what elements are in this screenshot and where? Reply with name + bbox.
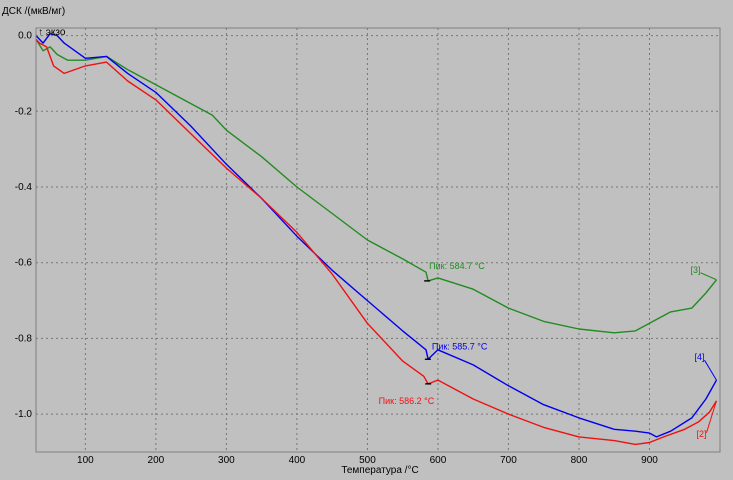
plot-area (36, 28, 720, 452)
grid (36, 28, 720, 452)
x-tick-label: 400 (289, 455, 306, 466)
peak-annotation: Пик: 585.7 °C (432, 341, 488, 351)
x-tick-label: 800 (571, 455, 588, 466)
series-line (35, 33, 718, 438)
series-label-leader (705, 400, 717, 434)
y-tick-label: -1.0 (15, 409, 33, 420)
series-label: [2] (696, 429, 706, 439)
series-group: [3] [4] [2] (35, 33, 718, 446)
x-tick-label: 300 (218, 455, 235, 466)
y-tick-label: -0.2 (15, 106, 33, 117)
x-tick-label: 700 (500, 455, 517, 466)
annotations: Пик: 584.7 °C Пик: 585.7 °C Пик: 586.2 °C (379, 261, 488, 406)
exo-label: ↑ экзо (38, 27, 66, 38)
x-tick-label: 100 (77, 455, 94, 466)
y-tick-label: -0.4 (15, 182, 33, 193)
series-line (35, 38, 718, 446)
series-line (35, 39, 718, 334)
series-label-leader (704, 359, 717, 381)
peak-annotation: Пик: 586.2 °C (379, 396, 435, 406)
y-tick-label: 0.0 (18, 31, 32, 42)
peak-annotation: Пик: 584.7 °C (429, 261, 485, 271)
series-label: [3] (690, 265, 700, 275)
plot-frame (35, 27, 721, 453)
y-tick-labels: 0.0 -0.2 -0.4 -0.6 -0.8 -1.0 (15, 31, 33, 421)
x-tick-label: 200 (148, 455, 165, 466)
y-tick-label: -0.8 (15, 333, 33, 344)
y-tick-label: -0.6 (15, 258, 33, 269)
series-label: [4] (694, 352, 704, 362)
x-tick-labels: 100 200 300 400 500 600 700 800 900 (77, 455, 658, 466)
x-tick-label: 500 (359, 455, 376, 466)
x-tick-label: 900 (641, 455, 658, 466)
y-axis-label: ДСК /(мкВ/мг) (2, 6, 65, 17)
x-tick-label: 600 (430, 455, 447, 466)
x-axis-label: Температура /°C (341, 465, 418, 476)
series-label-leader (700, 272, 717, 281)
